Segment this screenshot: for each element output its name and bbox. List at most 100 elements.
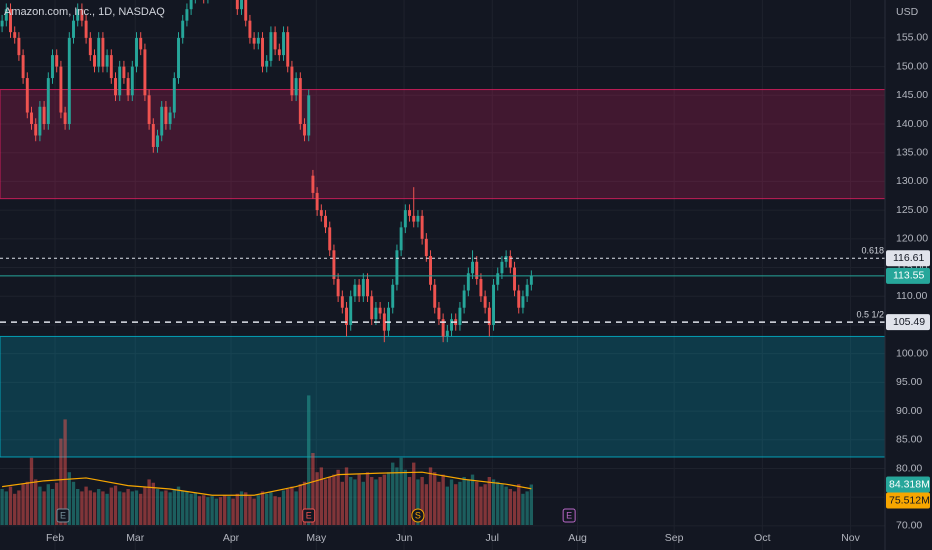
- candle-body: [399, 227, 403, 251]
- candle-body: [336, 279, 340, 297]
- volume-bar: [235, 493, 239, 525]
- event-marker: [411, 508, 425, 523]
- candle-body: [319, 210, 323, 216]
- y-tick-label: 155.00: [896, 32, 928, 44]
- y-tick-label: 125.00: [896, 204, 928, 216]
- candle-body: [160, 106, 164, 136]
- candle-body: [235, 0, 239, 10]
- candle-body: [67, 37, 71, 125]
- candle-body: [0, 20, 4, 27]
- x-tick-label: Aug: [568, 532, 587, 544]
- volume-bar: [92, 492, 97, 525]
- volume-bar: [521, 493, 525, 525]
- candle-body: [147, 95, 151, 125]
- volume-bar: [437, 481, 441, 525]
- candle-body: [349, 296, 353, 325]
- candle-body: [88, 37, 92, 56]
- volume-bar: [25, 481, 29, 525]
- volume-bar: [340, 481, 345, 525]
- volume-bar: [105, 493, 109, 525]
- candle-body: [13, 32, 17, 38]
- volume-bar: [122, 492, 126, 525]
- y-tick-label: 80.00: [896, 462, 922, 474]
- candle-body: [101, 37, 105, 67]
- candle-body: [126, 78, 130, 96]
- volume-bar: [143, 486, 147, 525]
- x-tick-label: Feb: [46, 532, 64, 544]
- x-tick-label: Nov: [841, 532, 860, 544]
- volume-bar: [466, 479, 471, 525]
- volume-bar: [34, 479, 38, 525]
- volume-bar: [206, 497, 210, 525]
- volume-bar: [424, 484, 429, 525]
- candle-body: [109, 55, 113, 79]
- last-price-label: 113.55: [893, 270, 924, 282]
- candle-body: [181, 20, 185, 38]
- volume-bar: [353, 479, 357, 525]
- candle-body: [51, 55, 54, 79]
- volume-bar: [118, 491, 122, 525]
- candle-body: [433, 284, 437, 308]
- volume-bar: [244, 492, 248, 525]
- candle-body: [391, 284, 395, 308]
- candle-body: [72, 20, 75, 38]
- y-tick-label: 140.00: [896, 118, 928, 130]
- candle-body: [17, 37, 21, 56]
- volume-bar: [113, 485, 118, 525]
- volume-bar: [214, 498, 218, 525]
- candle-body: [156, 135, 159, 147]
- zone: [0, 335, 885, 458]
- candle-body: [177, 37, 180, 79]
- y-tick-label: 120.00: [896, 233, 928, 245]
- volume-bar: [500, 484, 504, 525]
- y-tick-label: 150.00: [896, 60, 928, 72]
- event-label: S: [415, 510, 421, 520]
- volume-bar: [277, 497, 281, 525]
- volume-bar: [147, 479, 151, 525]
- volume-bar: [525, 491, 529, 525]
- volume-bar: [382, 474, 387, 525]
- y-tick-label: 145.00: [896, 89, 928, 101]
- candle-body: [164, 106, 168, 125]
- candle-body: [248, 20, 252, 38]
- candle-body: [471, 261, 475, 274]
- volume-bar: [378, 477, 382, 525]
- volume-bar: [269, 492, 273, 525]
- candle-body: [143, 49, 147, 96]
- volume-bar: [151, 482, 155, 525]
- volume-ma: [2, 471, 532, 496]
- volume-bar: [454, 484, 458, 525]
- candle-body: [25, 78, 29, 113]
- volume-bar: [374, 479, 378, 525]
- zone: [0, 89, 885, 200]
- level-tag-label: 116.61: [893, 252, 924, 264]
- volume-bar: [63, 419, 67, 525]
- volume-bar: [134, 490, 139, 525]
- candle-body: [315, 192, 319, 211]
- volume-bar: [386, 472, 391, 525]
- candle-body: [441, 319, 445, 337]
- candle-body: [345, 307, 348, 325]
- volume-bar: [399, 457, 403, 525]
- candle-body: [80, 9, 84, 21]
- candle-body: [307, 95, 311, 136]
- y-tick-label: 95.00: [896, 376, 922, 388]
- volume-bar: [172, 489, 176, 525]
- candle-body: [189, 0, 193, 10]
- volume-bar: [202, 495, 206, 525]
- candle-body: [286, 32, 290, 67]
- candle-body: [378, 307, 382, 314]
- candle-body: [361, 279, 365, 297]
- volume-bar: [395, 467, 399, 525]
- volume-bar: [59, 438, 63, 525]
- candle-body: [298, 78, 302, 125]
- candle-body: [529, 275, 533, 285]
- candle-body: [395, 250, 399, 285]
- volume-bar: [416, 479, 420, 525]
- volume-bar: [223, 495, 227, 525]
- candle-body: [277, 49, 281, 56]
- candle-body: [244, 0, 248, 21]
- candle-body: [340, 296, 344, 308]
- volume-bar: [71, 481, 76, 525]
